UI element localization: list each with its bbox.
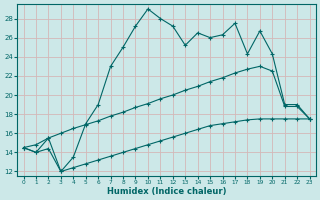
- X-axis label: Humidex (Indice chaleur): Humidex (Indice chaleur): [107, 187, 226, 196]
